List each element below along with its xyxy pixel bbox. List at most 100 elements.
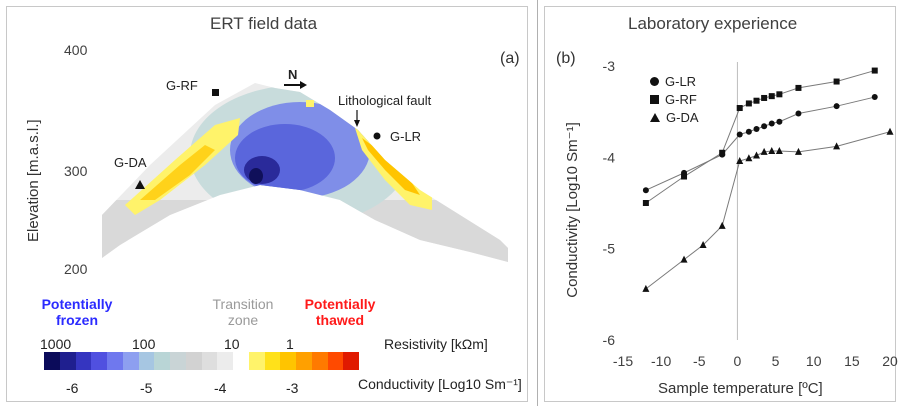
cond-tick-4: -4 <box>214 380 227 396</box>
data-point-triangle <box>699 241 707 249</box>
x-tick-label: 15 <box>844 353 860 369</box>
class-frozen: Potentially frozen <box>41 296 113 328</box>
lab-chart: -15 -10 -5 0 5 10 15 20 -6 -5 -4 -3 <box>603 58 898 369</box>
legend-g-da: G-DA <box>650 110 699 125</box>
colorbar-swatch <box>75 352 92 370</box>
series-line <box>645 96 875 191</box>
data-point-square <box>642 200 649 206</box>
lab-frame <box>544 6 896 402</box>
north-label: N <box>288 67 298 82</box>
cond-tick-6: -6 <box>66 380 79 396</box>
ert-ytick-400: 400 <box>64 42 88 58</box>
data-point-circle <box>776 118 783 125</box>
north-arrow <box>284 81 307 89</box>
circle-marker-icon <box>650 77 659 86</box>
g-lr-marker <box>373 132 381 140</box>
data-point-circle <box>833 103 840 110</box>
y-tick-label: -5 <box>603 241 616 257</box>
resistivity-label: Resistivity [kΩm] <box>384 336 488 352</box>
ert-section <box>102 81 508 262</box>
data-point-triangle <box>736 156 744 164</box>
cond-tick-3: -3 <box>286 380 299 396</box>
data-point-square <box>761 94 768 101</box>
lab-panel: Laboratory experience (b) Conductivity [… <box>538 0 900 406</box>
colorbar-swatch <box>91 352 107 370</box>
colorbar-swatch <box>217 352 233 370</box>
ert-panel: ERT field data (a) Elevation [m.a.s.l.] … <box>6 6 528 402</box>
data-point-triangle <box>794 147 802 155</box>
x-tick-label: 5 <box>772 353 780 369</box>
data-point-triangle <box>680 255 688 263</box>
colorbar-swatch <box>248 352 265 370</box>
g-rf-marker <box>212 89 219 96</box>
colorbar-swatch <box>280 352 296 370</box>
ert-title: ERT field data <box>210 14 318 33</box>
legend-g-lr: G-LR <box>650 74 696 89</box>
cond-tick-5: -5 <box>140 380 153 396</box>
data-point-circle <box>795 110 802 117</box>
class-transition: Transition zone <box>212 296 274 328</box>
x-tick-label: 20 <box>882 353 898 369</box>
data-point-triangle <box>775 146 783 154</box>
g-rf-label: G-RF <box>166 78 198 93</box>
data-point-square <box>768 93 775 100</box>
colorbar <box>44 352 359 370</box>
res-tick-10: 10 <box>224 336 240 352</box>
data-point-triangle <box>760 147 768 155</box>
data-point-triangle <box>833 142 841 150</box>
y-tick-label: -4 <box>603 149 616 165</box>
data-point-circle <box>642 187 649 194</box>
colorbar-swatch <box>122 352 139 370</box>
data-point-triangle <box>753 151 760 159</box>
fault-label: Lithological fault <box>338 93 432 108</box>
lab-panel-label: (b) <box>556 50 576 67</box>
g-da-label: G-DA <box>114 155 147 170</box>
colorbar-swatch <box>107 352 123 370</box>
series-line <box>645 70 875 204</box>
colorbar-swatch <box>59 352 76 370</box>
data-point-triangle <box>886 127 894 135</box>
y-tick-label: -6 <box>603 332 616 348</box>
colorbar-swatch <box>296 352 312 370</box>
colorbar-swatch <box>170 352 186 370</box>
data-point-triangle <box>768 146 776 154</box>
ert-ytick-300: 300 <box>64 163 88 179</box>
lab-title: Laboratory experience <box>628 14 798 33</box>
data-point-triangle <box>642 284 650 292</box>
data-point-triangle <box>745 154 753 162</box>
data-point-triangle <box>718 221 726 229</box>
ert-ytick-200: 200 <box>64 261 88 277</box>
conductivity-label: Conductivity [Log10 Sm⁻¹] <box>358 376 522 392</box>
triangle-marker-icon <box>650 113 660 122</box>
data-point-square <box>736 105 743 112</box>
data-point-square <box>776 91 783 98</box>
colorbar-swatch <box>311 352 328 370</box>
g-da-marker <box>135 180 145 189</box>
x-tick-label: -5 <box>693 353 706 369</box>
colorbar-swatch <box>327 352 344 370</box>
legend-label: G-DA <box>666 110 699 125</box>
legend-label: G-RF <box>665 92 697 107</box>
series-line <box>645 131 891 290</box>
x-tick-label: -15 <box>613 353 633 369</box>
colorbar-swatch <box>185 352 202 370</box>
colorbar-swatch <box>264 352 281 370</box>
ert-panel-label: (a) <box>500 50 520 67</box>
colorbar-swatch <box>343 352 359 370</box>
data-point-circle <box>753 126 760 133</box>
x-tick-label: 0 <box>734 353 742 369</box>
res-tick-100: 100 <box>132 336 156 352</box>
x-tick-label: -10 <box>651 353 671 369</box>
res-tick-1: 1 <box>286 336 294 352</box>
data-point-square <box>871 67 878 74</box>
data-point-square <box>753 97 760 104</box>
data-point-circle <box>768 120 775 127</box>
res-tick-1000: 1000 <box>40 336 72 352</box>
fault-arrow <box>354 110 360 127</box>
x-tick-label: 10 <box>806 353 822 369</box>
class-thawed: Potentially thawed <box>304 296 376 328</box>
data-point-square <box>833 78 840 85</box>
data-point-square <box>681 173 688 180</box>
colorbar-swatch <box>233 352 249 370</box>
colorbar-swatch <box>201 352 218 370</box>
